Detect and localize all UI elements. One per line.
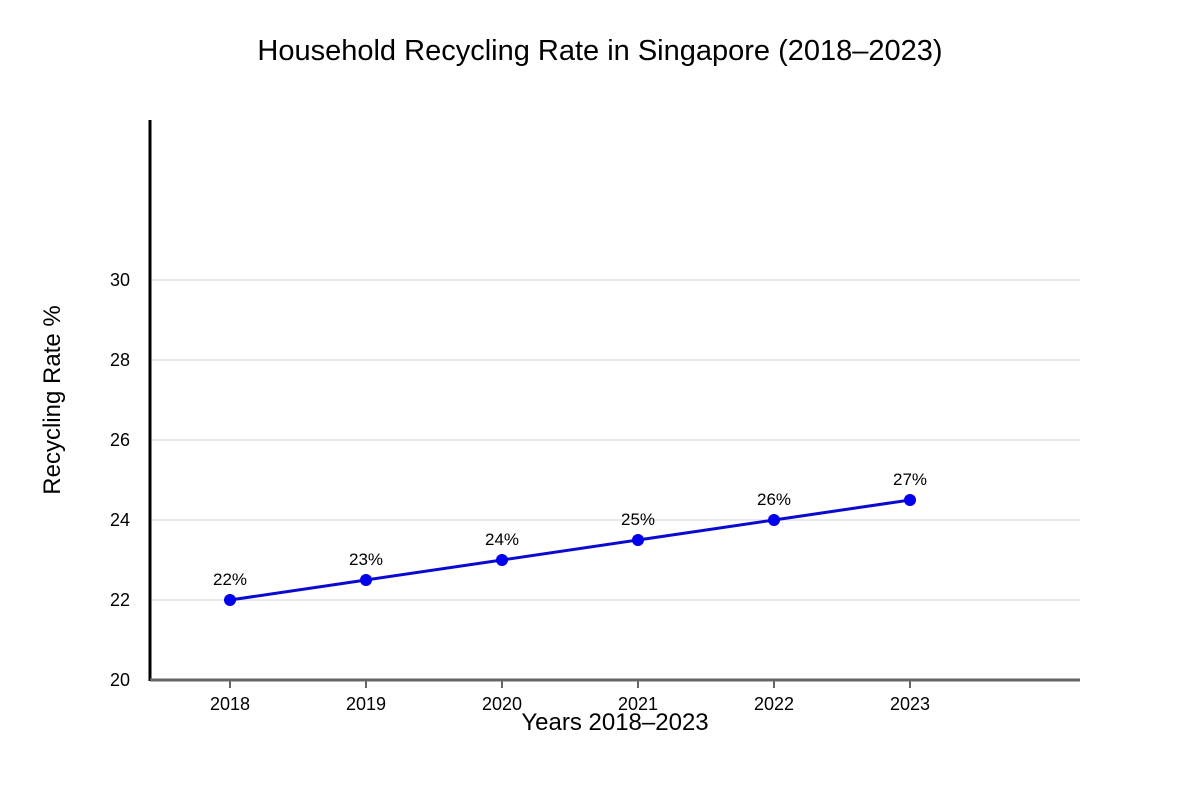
y-tick-label: 24	[110, 510, 130, 530]
data-point	[768, 514, 780, 526]
x-tick-label: 2022	[754, 694, 794, 714]
data-label: 22%	[213, 570, 247, 589]
grid-lines	[150, 279, 1080, 601]
x-axis-label: Years 2018–2023	[521, 709, 708, 736]
axes	[148, 120, 1080, 682]
y-tick-label: 26	[110, 430, 130, 450]
data-label: 23%	[349, 550, 383, 569]
y-tick-label: 30	[110, 270, 130, 290]
data-point	[632, 534, 644, 546]
data-point	[496, 554, 508, 566]
x-tick-label: 2018	[210, 694, 250, 714]
y-axis-label: Recycling Rate %	[39, 305, 66, 494]
data-labels: 22% 23% 24% 25% 26% 27%	[213, 470, 927, 589]
data-point	[904, 494, 916, 506]
series-line-group	[224, 494, 916, 606]
y-tick-label: 22	[110, 590, 130, 610]
data-label: 27%	[893, 470, 927, 489]
data-label: 24%	[485, 530, 519, 549]
data-point	[360, 574, 372, 586]
y-tick-label: 28	[110, 350, 130, 370]
x-tick-label: 2020	[482, 694, 522, 714]
data-label: 25%	[621, 510, 655, 529]
data-label: 26%	[757, 490, 791, 509]
data-point	[224, 594, 236, 606]
x-tick-label: 2021	[618, 694, 658, 714]
series-line	[229, 498, 911, 602]
x-tick-label: 2023	[890, 694, 930, 714]
y-tick-label: 20	[110, 670, 130, 690]
x-tick-label: 2019	[346, 694, 386, 714]
chart-title: Household Recycling Rate in Singapore (2…	[257, 35, 942, 67]
